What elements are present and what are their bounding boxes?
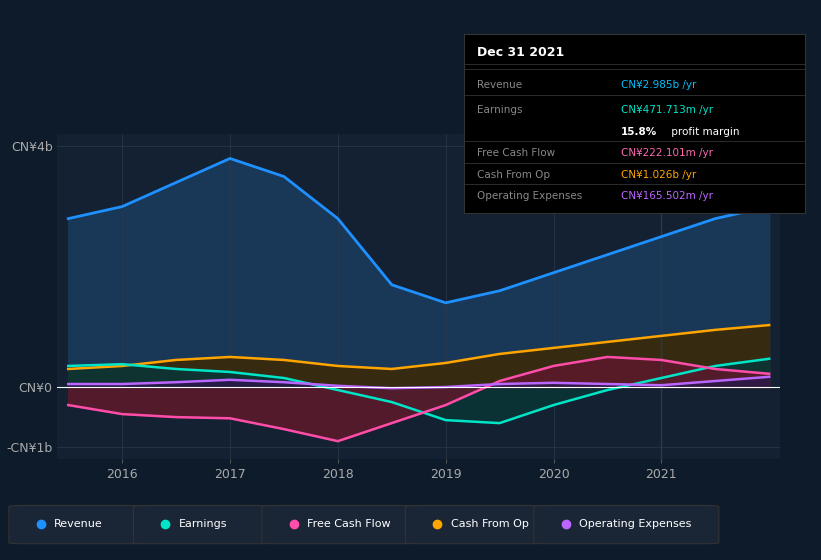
FancyBboxPatch shape [9, 506, 149, 544]
Text: Operating Expenses: Operating Expenses [579, 519, 691, 529]
Text: Free Cash Flow: Free Cash Flow [478, 148, 556, 158]
Text: Revenue: Revenue [54, 519, 103, 529]
Text: CN¥1.026b /yr: CN¥1.026b /yr [621, 170, 696, 180]
Text: Cash From Op: Cash From Op [478, 170, 551, 180]
Text: 15.8%: 15.8% [621, 127, 657, 137]
Text: profit margin: profit margin [668, 127, 740, 137]
Text: Free Cash Flow: Free Cash Flow [307, 519, 391, 529]
FancyBboxPatch shape [134, 506, 273, 544]
Text: Earnings: Earnings [478, 105, 523, 115]
FancyBboxPatch shape [406, 506, 545, 544]
Text: CN¥165.502m /yr: CN¥165.502m /yr [621, 192, 713, 201]
Text: Cash From Op: Cash From Op [451, 519, 529, 529]
Text: Revenue: Revenue [478, 80, 523, 90]
Text: Dec 31 2021: Dec 31 2021 [478, 46, 565, 59]
FancyBboxPatch shape [534, 506, 719, 544]
Text: CN¥222.101m /yr: CN¥222.101m /yr [621, 148, 713, 158]
Text: Earnings: Earnings [179, 519, 227, 529]
FancyBboxPatch shape [262, 506, 417, 544]
Text: CN¥2.985b /yr: CN¥2.985b /yr [621, 80, 696, 90]
Text: Operating Expenses: Operating Expenses [478, 192, 583, 201]
Text: CN¥471.713m /yr: CN¥471.713m /yr [621, 105, 713, 115]
